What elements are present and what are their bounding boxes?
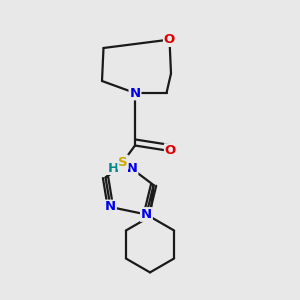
- Text: N: N: [129, 86, 141, 100]
- Text: O: O: [164, 33, 175, 46]
- Text: N: N: [105, 200, 116, 214]
- Text: S: S: [118, 155, 128, 169]
- Text: H: H: [107, 161, 118, 175]
- Text: N: N: [141, 208, 152, 221]
- Text: –N: –N: [120, 161, 138, 175]
- Text: O: O: [165, 144, 176, 157]
